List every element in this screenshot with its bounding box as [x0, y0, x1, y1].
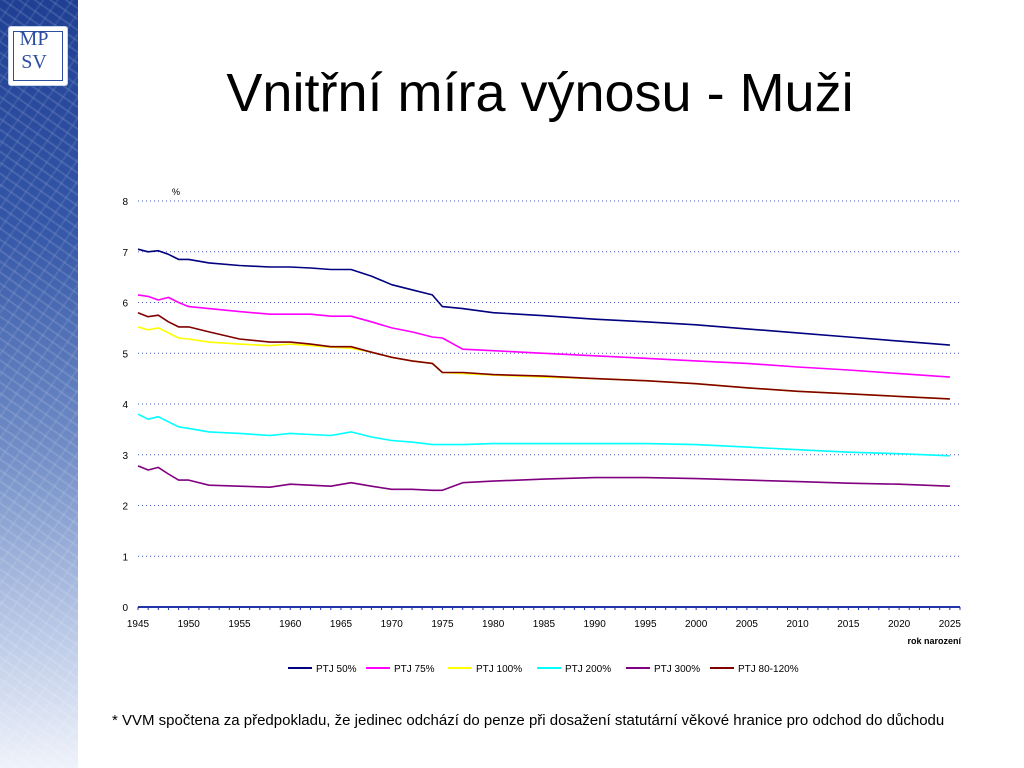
legend-label: PTJ 200%: [565, 664, 611, 675]
footnote: * VVM spočtena za předpokladu, že jedine…: [112, 712, 945, 729]
y-tick-label: 5: [122, 349, 128, 360]
logo-frame: [13, 31, 63, 81]
y-tick-label: 4: [122, 400, 128, 411]
x-tick-label: 1960: [279, 619, 302, 630]
x-tick-label: 2025: [939, 619, 962, 630]
sidebar-decoration: MP SV: [0, 0, 78, 768]
line-chart: 0 1 2 3 4 5 6 7 8 1945 1950 1955 1960 1965 1970 1975 198…: [122, 187, 962, 675]
logo-text-top: MP: [19, 28, 49, 50]
y-tick-label: 7: [122, 248, 128, 259]
x-tick-label: 2015: [837, 619, 860, 630]
x-tick-label: 1975: [431, 619, 454, 630]
y-axis-unit-label: %: [172, 187, 180, 197]
y-tick-label: 2: [122, 502, 128, 513]
y-tick-label: 1: [122, 552, 128, 563]
y-tick-label: 0: [122, 603, 128, 614]
x-tick-label: 1965: [330, 619, 353, 630]
legend-label: PTJ 80-120%: [738, 664, 799, 675]
x-tick-label: 1995: [634, 619, 657, 630]
y-tick-label: 8: [122, 197, 128, 208]
legend-label: PTJ 100%: [476, 664, 522, 675]
legend-label: PTJ 75%: [394, 664, 435, 675]
y-tick-label: 3: [122, 451, 128, 462]
x-tick-label: 2000: [685, 619, 708, 630]
x-tick-label: 1945: [127, 619, 150, 630]
x-tick-label: 1970: [381, 619, 404, 630]
x-tick-label: 2010: [787, 619, 810, 630]
series-line: [137, 248, 950, 346]
legend-label: PTJ 50%: [316, 664, 357, 675]
series-line: [137, 465, 950, 492]
x-tick-label: 2005: [736, 619, 759, 630]
slide-title: Vnitřní míra výnosu - Muži: [226, 63, 854, 123]
legend-label: PTJ 300%: [654, 664, 700, 675]
y-tick-label: 6: [122, 299, 128, 310]
series-line: [137, 294, 950, 378]
x-tick-label: 1990: [584, 619, 607, 630]
mpsv-logo: MP SV: [9, 27, 67, 85]
series-line: [137, 326, 950, 400]
x-tick-label: 2020: [888, 619, 911, 630]
logo-text-bottom: SV: [21, 51, 47, 73]
x-tick-label: 1980: [482, 619, 505, 630]
x-axis-label: rok narození: [907, 636, 961, 646]
sidebar-pattern: [0, 0, 78, 768]
series-line: [137, 311, 950, 400]
x-tick-label: 1955: [228, 619, 251, 630]
x-tick-label: 1950: [178, 619, 201, 630]
x-tick-label: 1985: [533, 619, 556, 630]
series-line: [137, 413, 950, 457]
